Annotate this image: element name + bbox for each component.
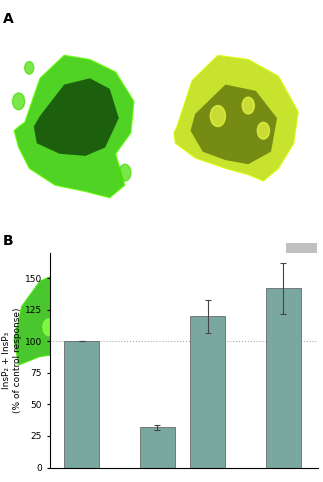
Text: 3: 3 xyxy=(245,256,249,262)
Text: b: b xyxy=(172,207,179,217)
Bar xyxy=(237,412,256,418)
Text: d: d xyxy=(172,428,178,439)
Circle shape xyxy=(52,296,67,317)
Circle shape xyxy=(76,281,89,298)
Bar xyxy=(210,412,229,418)
Bar xyxy=(286,332,297,335)
Text: 4: 4 xyxy=(269,256,273,262)
Text: (kDa): (kDa) xyxy=(294,277,309,282)
Text: B: B xyxy=(3,234,14,248)
Bar xyxy=(140,427,175,468)
Polygon shape xyxy=(34,78,119,156)
Text: $M_r$: $M_r$ xyxy=(297,258,306,267)
Text: 39: 39 xyxy=(300,379,308,384)
Text: PLCδ₁PH: PLCδ₁PH xyxy=(119,32,151,41)
Circle shape xyxy=(242,97,254,114)
Polygon shape xyxy=(14,55,134,198)
Text: A: A xyxy=(3,12,14,26)
Bar xyxy=(237,362,256,373)
Bar xyxy=(182,372,202,383)
Y-axis label: InsP₂ + InsP₃
(% of control response): InsP₂ + InsP₃ (% of control response) xyxy=(2,308,22,413)
Text: 2: 2 xyxy=(217,256,222,262)
Bar xyxy=(64,341,99,468)
Circle shape xyxy=(57,317,78,346)
Text: p130PH: p130PH xyxy=(279,32,309,41)
Polygon shape xyxy=(14,271,146,415)
Polygon shape xyxy=(191,84,277,164)
Bar xyxy=(210,362,229,373)
Text: a: a xyxy=(14,207,20,217)
Bar xyxy=(261,326,281,337)
Text: c: c xyxy=(14,428,19,439)
Bar xyxy=(286,243,317,453)
Circle shape xyxy=(43,319,55,335)
Bar xyxy=(286,380,297,383)
Bar xyxy=(191,316,225,468)
Text: 1: 1 xyxy=(190,256,194,262)
Circle shape xyxy=(82,298,100,323)
Circle shape xyxy=(13,93,25,110)
Circle shape xyxy=(25,62,34,74)
Text: 60: 60 xyxy=(300,331,307,336)
Circle shape xyxy=(210,106,225,126)
Text: IP₃R(224-605): IP₃R(224-605) xyxy=(98,254,151,263)
Circle shape xyxy=(93,342,108,363)
Circle shape xyxy=(119,164,131,181)
Bar xyxy=(266,288,301,468)
Polygon shape xyxy=(174,55,298,181)
Circle shape xyxy=(257,122,269,139)
